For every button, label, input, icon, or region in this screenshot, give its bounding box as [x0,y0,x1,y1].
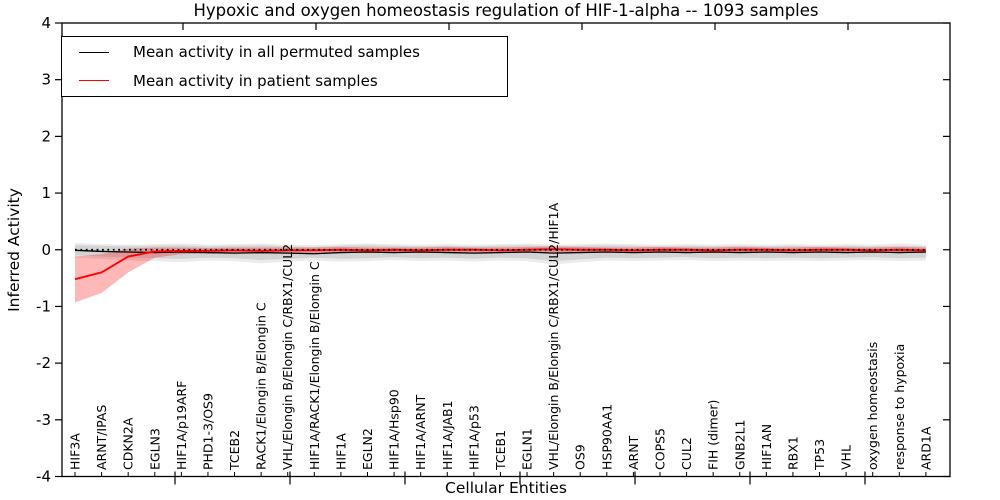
x-tick-label: HIF1A [333,433,348,470]
y-axis-label: Inferred Activity [5,188,23,312]
x-tick-label: HIF1AN [759,424,774,470]
y-tick-label: -4 [36,468,51,486]
x-tick-label: EGLN3 [147,428,162,470]
x-tick-label: TCEB1 [493,430,508,471]
x-tick-label: VHL/Elongin B/Elongin C/RBX1/CUL2 [280,244,295,470]
legend-item-permuted: Mean activity in all permuted samples [62,39,507,66]
x-tick-label: FIH (dimer) [706,400,721,470]
y-tick-label: 4 [41,14,51,32]
y-tick-label: 1 [41,184,51,202]
x-tick-label: OS9 [573,444,588,470]
mean-line-permuted [74,249,926,255]
x-tick-label: HIF1A/ARNT [413,394,428,470]
x-tick-label: response to hypoxia [892,344,907,470]
x-tick-label: HIF1A/Hsp90 [387,389,402,470]
x-tick-label: oxygen homeostasis [865,342,880,470]
y-tick-label: 0 [41,241,51,259]
x-tick-label: ARNT [626,435,641,470]
permuted-line-swatch [79,51,109,53]
x-tick-labels: HIF3A ARNT/IPAS CDKN2A EGLN3 HIF1A/p19ARF PHD… [68,202,934,471]
y-tick-label: -3 [36,411,51,429]
x-tick-label: ARNT/IPAS [94,405,109,470]
x-axis-label: Cellular Entities [445,479,567,497]
legend-label: Mean activity in patient samples [133,71,378,90]
band-permuted [75,242,926,265]
x-tick-label: HIF1A/RACK1/Elongin B/Elongin C [307,261,322,470]
x-tick-label: VHL/Elongin B/Elongin C/RBX1/CUL2/HIF1A [546,202,561,470]
chart-title: Hypoxic and oxygen homeostasis regulatio… [193,1,819,20]
legend: Mean activity in all permuted samples Me… [61,36,508,97]
x-tick-label: EGLN2 [360,428,375,470]
x-tick-label: GNB2L1 [732,420,747,470]
x-tick-label: HIF1A/JAB1 [440,400,455,470]
x-tick-label: RBX1 [785,436,800,470]
x-tick-label: HIF1A/p53 [466,405,481,470]
x-tick-label: HIF1A/p19ARF [174,381,189,470]
legend-label: Mean activity in all permuted samples [133,43,420,62]
x-tick-label: CUL2 [679,437,694,470]
x-tick-label: VHL [839,445,854,470]
x-tick-label: EGLN1 [520,428,535,470]
plot-frame [61,22,951,478]
x-tick-label: PHD1-3/OS9 [200,393,215,470]
x-tick-label: ARD1A [918,426,933,470]
x-tick-label: RACK1/Elongin B/Elongin C [254,302,269,470]
x-tick-label: CDKN2A [121,417,136,470]
legend-item-patient: Mean activity in patient samples [62,67,507,94]
y-tick-label: 2 [41,127,51,145]
x-tick-label: TP53 [812,439,827,471]
x-tick-label: HSP90AA1 [599,404,614,470]
y-tick-label: 3 [41,71,51,89]
x-tick-label: COPS5 [652,428,667,470]
x-tick-label: HIF3A [68,433,83,470]
y-tick-label: -1 [36,297,51,315]
y-tick-labels: -4 -3 -2 -1 0 1 2 3 4 [36,14,51,486]
x-tick-label: TCEB2 [227,430,242,471]
y-tick-label: -2 [36,354,51,372]
patient-line-swatch [79,80,109,82]
axes-spines [61,22,951,478]
